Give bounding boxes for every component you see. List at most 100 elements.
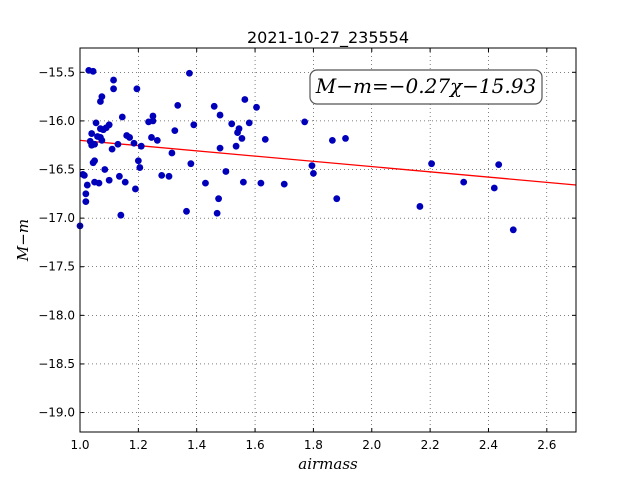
data-point — [89, 67, 97, 75]
data-point — [92, 119, 100, 127]
data-point — [253, 103, 260, 111]
data-point — [213, 209, 221, 217]
y-tick-label: −18.5 — [38, 357, 75, 371]
data-point — [82, 198, 90, 206]
data-point — [83, 181, 91, 189]
data-point — [118, 113, 126, 121]
data-point — [132, 185, 139, 193]
data-point — [228, 120, 236, 128]
data-point — [187, 160, 195, 168]
data-point — [210, 102, 218, 110]
data-point — [165, 172, 173, 180]
gridlines — [79, 48, 576, 432]
data-point — [137, 142, 145, 150]
chart-title: 2021-10-27_235554 — [247, 28, 409, 48]
equation-box-frame — [309, 69, 543, 105]
data-point — [91, 140, 98, 148]
data-point — [134, 157, 142, 165]
data-point — [126, 134, 133, 141]
data-point — [308, 162, 316, 170]
data-point — [149, 117, 157, 125]
data-point — [98, 93, 106, 101]
x-tick-label: 2.2 — [421, 438, 440, 452]
x-tick-label: 1.8 — [304, 438, 323, 452]
y-tick-label: −16.5 — [38, 163, 75, 177]
data-point — [509, 226, 517, 234]
fit-line — [79, 139, 577, 186]
data-point — [82, 190, 90, 198]
data-point — [238, 135, 246, 142]
y-tick-label: −17.5 — [38, 260, 75, 274]
data-point — [133, 85, 141, 93]
data-point — [235, 125, 243, 133]
data-point — [222, 168, 230, 175]
x-tick-label: 1.0 — [70, 438, 89, 452]
data-point — [168, 149, 176, 157]
data-point — [280, 180, 288, 188]
x-tick-label: 1.4 — [187, 438, 206, 452]
x-tick-label: 2.4 — [479, 438, 498, 452]
data-point — [342, 135, 349, 142]
x-tick-label: 2.6 — [537, 438, 556, 452]
fit-line-group — [79, 139, 577, 186]
x-tick-label: 2.0 — [362, 438, 381, 452]
data-point — [257, 179, 265, 187]
data-point — [158, 171, 166, 179]
data-points — [76, 66, 517, 234]
y-tick-label: −19.0 — [38, 406, 75, 420]
plot-frame — [79, 47, 577, 433]
data-point — [202, 179, 209, 187]
data-point — [117, 211, 125, 219]
y-tick-label: −17.0 — [38, 211, 75, 225]
data-point — [239, 178, 247, 186]
data-point — [115, 172, 123, 180]
data-point — [261, 135, 269, 143]
data-point — [215, 195, 222, 203]
data-point — [105, 121, 113, 129]
data-point — [148, 134, 155, 141]
x-tick-label: 1.6 — [246, 438, 265, 452]
data-point — [216, 111, 224, 119]
data-point — [232, 142, 240, 150]
data-point — [121, 178, 129, 186]
data-point — [186, 69, 193, 77]
equation-text: M−m=−0.27χ−15.93 — [315, 74, 536, 98]
data-point — [301, 118, 309, 126]
data-point — [80, 171, 88, 179]
equation-box: M−m=−0.27χ−15.93 — [309, 69, 543, 105]
x-tick-label: 1.2 — [129, 438, 148, 452]
data-point — [91, 157, 98, 165]
data-point — [328, 136, 336, 144]
data-point — [98, 136, 106, 144]
data-point — [88, 130, 96, 137]
data-point — [216, 144, 224, 152]
y-axis-label: M−m — [14, 219, 32, 262]
y-tick-label: −15.5 — [38, 65, 75, 79]
data-point — [101, 166, 109, 173]
data-point — [171, 127, 179, 135]
data-point — [110, 76, 117, 84]
data-point — [245, 119, 253, 127]
data-point — [183, 207, 190, 215]
data-point — [333, 195, 341, 203]
data-point — [114, 140, 122, 148]
data-point — [460, 178, 468, 186]
data-point — [136, 164, 144, 171]
data-point — [110, 85, 117, 93]
data-point — [310, 170, 317, 177]
data-point — [95, 179, 103, 187]
data-point — [428, 160, 435, 168]
x-axis-label: airmass — [298, 455, 358, 473]
data-point — [495, 161, 503, 169]
y-tick-label: −18.0 — [38, 308, 75, 322]
data-point — [416, 203, 424, 210]
y-tick-label: −16.0 — [38, 114, 75, 128]
data-point — [190, 121, 198, 129]
data-point — [130, 139, 138, 147]
data-point — [490, 184, 498, 192]
data-point — [105, 176, 113, 184]
data-point — [241, 96, 249, 103]
data-point — [153, 136, 161, 144]
data-point — [108, 145, 116, 153]
